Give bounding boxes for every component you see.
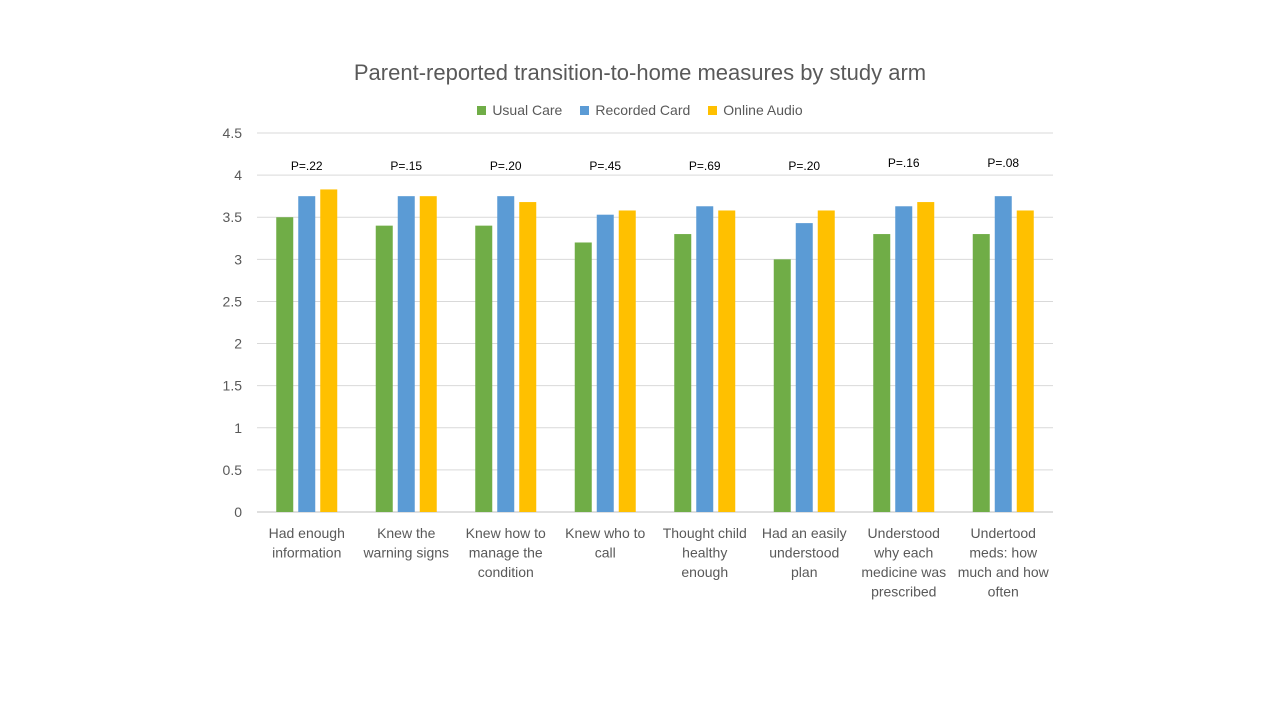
x-category-label-line: enough bbox=[681, 564, 728, 580]
bar-online-audio bbox=[618, 210, 636, 513]
x-category-label-line: Understood bbox=[868, 525, 940, 541]
x-category-label-line: Had an easily bbox=[762, 525, 847, 541]
legend-label: Recorded Card bbox=[595, 102, 691, 118]
x-category-label: Knew the warning signs bbox=[362, 525, 449, 561]
p-value-label: P=.22 bbox=[291, 159, 323, 173]
x-category-label-line: Knew who to bbox=[565, 525, 645, 541]
x-category-label-line: Had enough bbox=[269, 525, 345, 541]
x-category-label-line: understood bbox=[769, 545, 839, 561]
bar-usual-care bbox=[873, 234, 891, 513]
bar-online-audio bbox=[519, 202, 537, 512]
bar-usual-care bbox=[276, 217, 294, 512]
bar-online-audio bbox=[817, 210, 835, 513]
x-category-label: Had an easily understood plan bbox=[762, 525, 847, 580]
chart-title: Parent-reported transition-to-home measu… bbox=[353, 60, 927, 85]
x-category-label-line: information bbox=[272, 545, 341, 561]
legend-label: Usual Care bbox=[492, 102, 563, 118]
legend-item-1: Recorded Card bbox=[580, 102, 690, 118]
y-tick-label: 3 bbox=[234, 251, 242, 267]
bar-online-audio bbox=[1016, 210, 1034, 513]
x-category-label: Understood why each medicine was prescribed bbox=[861, 525, 946, 600]
bar-recorded-card bbox=[795, 223, 813, 512]
x-category-label-line: Knew how to bbox=[466, 525, 546, 541]
bar-online-audio bbox=[718, 210, 736, 513]
y-tick-label: 0 bbox=[234, 504, 242, 520]
x-category-label-line: warning signs bbox=[362, 545, 449, 561]
legend-item-0: Usual Care bbox=[477, 102, 562, 118]
x-category-label: Had enough information bbox=[269, 525, 345, 561]
bar-usual-care bbox=[674, 234, 692, 513]
x-category-label-line: Undertood bbox=[971, 525, 1036, 541]
bar-online-audio bbox=[917, 202, 935, 512]
p-value-label: P=.08 bbox=[987, 156, 1019, 170]
bar-recorded-card bbox=[596, 214, 614, 512]
bar-recorded-card bbox=[497, 196, 515, 512]
legend-item-2: Online Audio bbox=[708, 102, 803, 118]
bar-online-audio bbox=[320, 189, 338, 512]
bar-recorded-card bbox=[397, 196, 415, 512]
y-tick-label: 3.5 bbox=[223, 209, 243, 225]
y-tick-label: 4 bbox=[234, 167, 242, 183]
y-tick-label: 2 bbox=[234, 336, 242, 352]
p-value-label: P=.16 bbox=[888, 156, 920, 170]
y-tick-label: 1 bbox=[234, 420, 242, 436]
legend-swatch bbox=[477, 105, 487, 115]
bar-recorded-card bbox=[895, 206, 913, 513]
x-category-label-line: Thought child bbox=[663, 525, 747, 541]
legend-label: Online Audio bbox=[723, 102, 803, 118]
bar-recorded-card bbox=[994, 196, 1012, 512]
bar-usual-care bbox=[375, 225, 393, 512]
legend-swatch bbox=[580, 105, 590, 115]
bar-recorded-card bbox=[298, 196, 316, 512]
legend: Usual Care Recorded Card Online Audio bbox=[0, 102, 1280, 118]
legend-swatch bbox=[708, 105, 718, 115]
x-category-label: Thought child healthy enough bbox=[663, 525, 747, 580]
bar-online-audio bbox=[419, 196, 437, 512]
x-category-label-line: why each bbox=[873, 545, 933, 561]
p-value-label: P=.69 bbox=[689, 159, 721, 173]
bar-usual-care bbox=[574, 242, 592, 512]
p-value-label: P=.45 bbox=[589, 159, 621, 173]
x-category-label-line: prescribed bbox=[871, 584, 936, 600]
y-tick-label: 1.5 bbox=[223, 378, 243, 394]
p-value-label: P=.15 bbox=[390, 159, 422, 173]
x-category-label-line: much and how bbox=[958, 564, 1050, 580]
x-category-label-line: meds: how bbox=[969, 545, 1038, 561]
y-tick-label: 0.5 bbox=[223, 462, 243, 478]
bar-usual-care bbox=[972, 234, 990, 513]
p-value-label: P=.20 bbox=[788, 159, 820, 173]
x-category-label-line: manage the bbox=[469, 545, 543, 561]
x-category-label: Undertood meds: how much and how often bbox=[958, 525, 1050, 600]
x-category-label: Knew who to call bbox=[565, 525, 645, 561]
bar-recorded-card bbox=[696, 206, 714, 513]
x-category-label-line: healthy bbox=[682, 545, 727, 561]
x-category-label-line: medicine was bbox=[861, 564, 946, 580]
p-value-label: P=.20 bbox=[490, 159, 522, 173]
x-category-label-line: often bbox=[988, 584, 1019, 600]
x-category-label-line: Knew the bbox=[377, 525, 436, 541]
x-category-label-line: condition bbox=[478, 564, 534, 580]
x-category-label-line: call bbox=[595, 545, 616, 561]
y-tick-label: 4.5 bbox=[223, 125, 243, 141]
bar-usual-care bbox=[475, 225, 493, 512]
x-category-label-line: plan bbox=[791, 564, 817, 580]
bar-usual-care bbox=[773, 259, 791, 512]
y-tick-label: 2.5 bbox=[223, 293, 243, 309]
x-category-label: Knew how to manage the condition bbox=[466, 525, 546, 580]
